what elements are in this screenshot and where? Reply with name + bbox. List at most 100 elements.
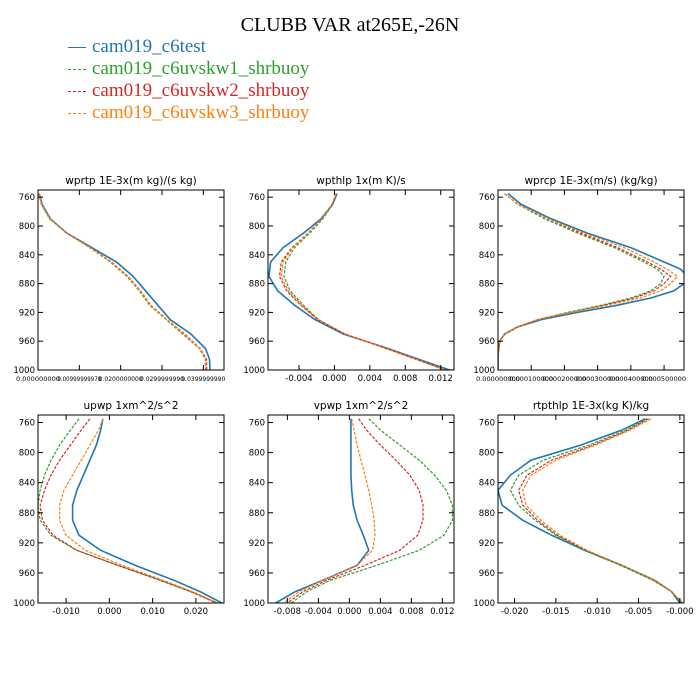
panel-title: wprcp 1E-3x(m/s) (kg/kg) (524, 175, 657, 187)
panel-title: wpthlp 1x(m K)/s (316, 175, 406, 187)
panel-title: wprtp 1E-3x(m kg)/(s kg) (65, 175, 196, 187)
y-tick-label: 1000 (473, 599, 495, 609)
legend-item: cam019_c6uvskw3_shrbuoy (68, 102, 309, 124)
y-tick-label: 800 (479, 449, 495, 459)
panel-5: rtpthlp 1E-3x(kg K)/kg 760 800 840 880 920 960… (473, 400, 693, 617)
x-tick-label: 0.000300000 (576, 376, 620, 383)
y-tick-label: 880 (19, 280, 35, 290)
y-tick-label: 840 (479, 479, 495, 489)
y-tick-label: 840 (249, 251, 265, 261)
y-tick-label: 840 (19, 479, 35, 489)
x-tick-label: 0.0200000000 (99, 376, 143, 383)
x-tick-label: 0.010 (140, 607, 164, 617)
series-line-1 (498, 193, 665, 370)
x-tick-label: 0.012 (430, 607, 454, 617)
legend-item: cam019_c6test (68, 36, 309, 58)
y-tick-label: 920 (249, 308, 265, 318)
y-tick-label: 1000 (243, 366, 265, 376)
x-tick-label: 0.000 (322, 374, 346, 384)
x-tick-label: 0.000 (337, 607, 361, 617)
y-tick-label: 880 (19, 509, 35, 519)
y-tick-label: 960 (249, 569, 265, 579)
y-tick-label: 960 (19, 569, 35, 579)
x-tick-label: -0.010 (583, 607, 610, 617)
panel-0: wprtp 1E-3x(m kg)/(s kg) 760 800 840 880 920 9… (13, 175, 225, 383)
series-line-0 (38, 193, 211, 370)
series-line-3 (283, 418, 376, 603)
y-tick-label: 840 (479, 251, 495, 261)
x-tick-label: 0.000100000 (509, 376, 553, 383)
series-line-1 (38, 418, 218, 603)
y-tick-label: 960 (249, 337, 265, 347)
x-tick-label: 0.008 (399, 607, 423, 617)
y-tick-label: 1000 (473, 366, 495, 376)
x-tick-label: -0.015 (542, 607, 569, 617)
series-line-2 (518, 418, 683, 603)
x-tick-label: -0.005 (625, 607, 652, 617)
x-tick-label: 0.004 (368, 607, 392, 617)
series-line-0 (498, 192, 684, 370)
figure-title: CLUBB VAR at265E,-26N (240, 14, 460, 36)
y-tick-label: 880 (249, 280, 265, 290)
legend-label-1: cam019_c6uvskw1_shrbuoy (92, 58, 310, 79)
y-tick-label: 760 (249, 193, 265, 203)
series-line-3 (59, 418, 218, 603)
y-tick-label: 840 (249, 479, 265, 489)
x-tick-label: 0.004 (358, 374, 382, 384)
y-tick-label: 920 (479, 539, 495, 549)
legend-label-3: cam019_c6uvskw3_shrbuoy (92, 102, 310, 123)
series-line-0 (275, 418, 370, 603)
series-line-1 (38, 193, 206, 370)
x-tick-label: 0.000200000 (542, 376, 586, 383)
y-tick-label: 800 (479, 222, 495, 232)
y-tick-label: 760 (249, 419, 265, 429)
y-tick-label: 1000 (13, 599, 35, 609)
series-line-1 (290, 418, 454, 603)
plot-frame (497, 414, 685, 604)
legend-line-1 (68, 68, 86, 70)
series-line-2 (39, 418, 217, 603)
y-tick-label: 760 (479, 193, 495, 203)
y-tick-label: 920 (19, 308, 35, 318)
series-line-0 (71, 418, 223, 603)
panel-3: upwp 1xm^2/s^2 760 800 840 880 920 960 1000 -0.0… (13, 400, 225, 617)
legend-label-0: cam019_c6test (92, 36, 206, 57)
series-line-2 (38, 193, 208, 370)
legend-line-3 (68, 112, 86, 114)
x-tick-label: 0.000000000 (476, 376, 520, 383)
series-line-0 (268, 193, 450, 370)
plot-frame (497, 189, 685, 371)
plot-frame (37, 414, 225, 604)
x-tick-label: 0.000500000 (642, 376, 686, 383)
x-tick-label: 0.008 (393, 374, 417, 384)
y-tick-label: 760 (19, 419, 35, 429)
y-tick-label: 960 (479, 569, 495, 579)
y-tick-label: 960 (19, 337, 35, 347)
series-line-3 (498, 193, 679, 370)
legend-line-2 (68, 90, 86, 92)
y-tick-label: 800 (19, 222, 35, 232)
panel-title: rtpthlp 1E-3x(kg K)/kg (533, 400, 649, 412)
series-line-3 (522, 418, 683, 603)
y-tick-label: 800 (249, 449, 265, 459)
x-tick-label: 0.000400000 (609, 376, 653, 383)
series-line-0 (498, 418, 681, 603)
y-tick-label: 880 (479, 509, 495, 519)
panel-title: vpwp 1xm^2/s^2 (314, 400, 409, 412)
y-tick-label: 920 (19, 539, 35, 549)
plot-frame (267, 189, 455, 371)
panel-2: wprcp 1E-3x(m/s) (kg/kg) 760 800 840 880 920 9… (473, 175, 686, 383)
x-tick-label: 0.012 (429, 374, 453, 384)
series-line-1 (283, 193, 446, 370)
panel-title: upwp 1xm^2/s^2 (84, 400, 179, 412)
series-line-1 (509, 418, 683, 603)
x-tick-label: 0.000000000 (16, 376, 60, 383)
y-tick-label: 960 (479, 337, 495, 347)
x-tick-label: -0.010 (52, 607, 79, 617)
panel-4: vpwp 1xm^2/s^2 760 800 840 880 920 960 1000 -0.0… (243, 400, 454, 617)
series-line-2 (287, 418, 424, 603)
x-tick-label: -0.004 (305, 607, 332, 617)
x-tick-label: -0.020 (501, 607, 528, 617)
series-line-3 (38, 193, 207, 370)
